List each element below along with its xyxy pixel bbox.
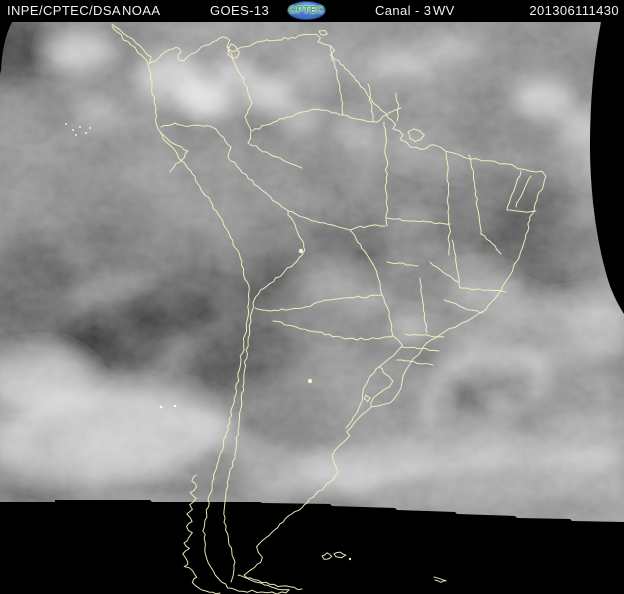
cptec-logo-text: CPTEC [288,5,325,16]
timestamp-label: 201306111430 [529,3,619,18]
space-edge-topleft [0,22,12,74]
satellite-label: GOES-13 [210,3,270,18]
noaa-label: NOAA [122,3,161,18]
bright-speck [159,405,163,409]
cptec-logo: CPTEC [287,1,326,20]
space-edge-bottom [0,500,624,594]
channel-label: Canal - 3 [375,3,432,18]
map-borders [111,23,547,594]
space-edge-right [590,22,624,314]
band-label: WV [433,3,455,18]
header-bar: INPE/CPTEC/DSA NOAA GOES-13 CPTEC Canal … [0,0,624,22]
agency-label: INPE/CPTEC/DSA [7,3,121,18]
bright-speck [173,404,177,408]
map-island-dots [65,123,352,561]
